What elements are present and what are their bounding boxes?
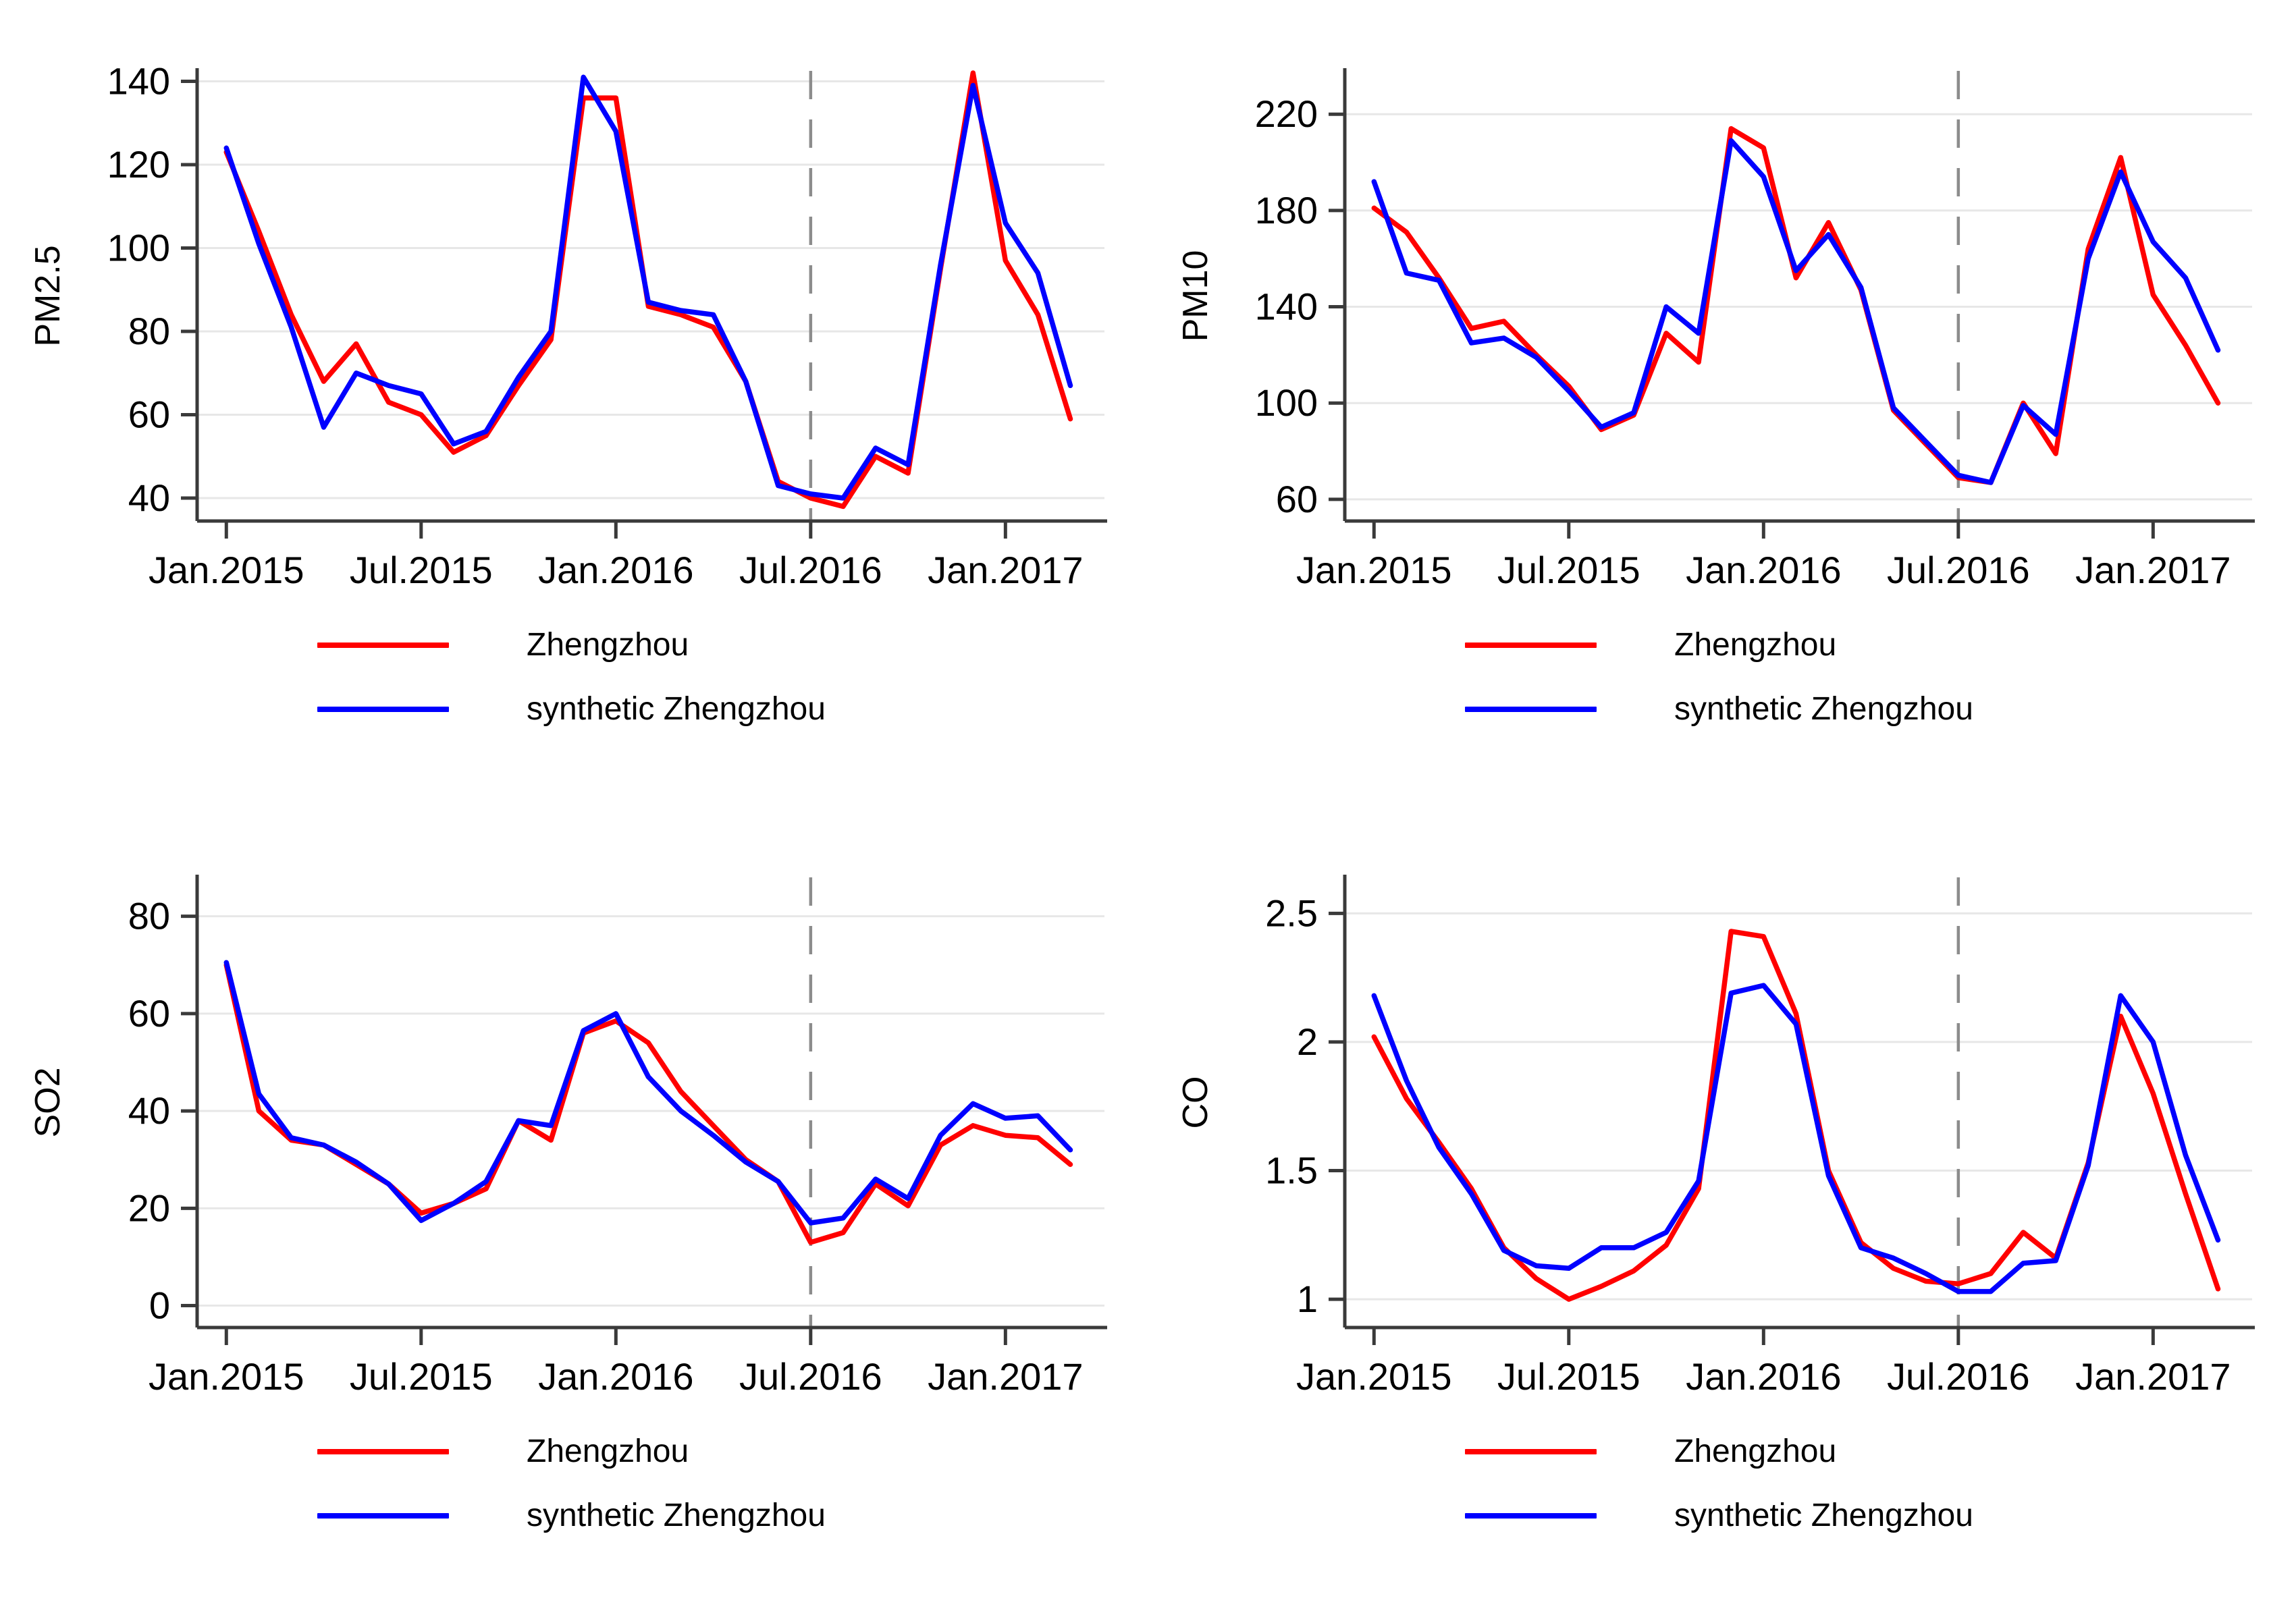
pm25-synthetic-zhengzhou-line xyxy=(223,74,1073,501)
legend-item-zhengzhou: Zhengzhou xyxy=(1465,627,1978,663)
legend-item-zhengzhou: Zhengzhou xyxy=(1465,1433,1978,1470)
so2-x-tick-label-Jul.2015: Jul.2015 xyxy=(350,1355,493,1398)
co-x-tick-label-Jul.2015: Jul.2015 xyxy=(1497,1355,1640,1398)
legend-label-synthetic-zhengzhou: synthetic Zhengzhou xyxy=(527,690,826,727)
legend-label-zhengzhou: Zhengzhou xyxy=(527,627,689,663)
legend-item-zhengzhou: Zhengzhou xyxy=(317,1433,830,1470)
legend-item-synthetic-zhengzhou: synthetic Zhengzhou xyxy=(1465,1498,1978,1534)
co-legend: Zhengzhou synthetic Zhengzhou xyxy=(1148,1433,2295,1534)
co-y-tick-label-2.5: 2.5 xyxy=(1265,892,1318,934)
so2-y-tick-label-40: 40 xyxy=(128,1089,170,1132)
pm25-chart: 40 60 80 100 120 140 Jan.2015 Jul.2015 Jan.2016 J… xyxy=(28,59,1107,591)
co-x-tick-label-Jul.2016: Jul.2016 xyxy=(1887,1355,2030,1398)
pm25-x-tick-label-Jul.2015: Jul.2015 xyxy=(350,549,493,591)
pm10-x-tick-label-Jan.2017: Jan.2017 xyxy=(2075,549,2231,591)
legend-item-zhengzhou: Zhengzhou xyxy=(317,627,830,663)
pm25-x-tick-label-Jan.2017: Jan.2017 xyxy=(928,549,1083,591)
pm10-y-tick-label-180: 180 xyxy=(1255,189,1318,231)
co-synthetic-zhengzhou-line xyxy=(1371,983,2221,1294)
pm10-y-tick-label-100: 100 xyxy=(1255,381,1318,424)
pm10-y-tick-label-140: 140 xyxy=(1255,285,1318,328)
legend-label-zhengzhou: Zhengzhou xyxy=(527,1433,689,1469)
legend-label-synthetic-zhengzhou: synthetic Zhengzhou xyxy=(1674,1497,1973,1533)
legend-label-zhengzhou: Zhengzhou xyxy=(1674,1433,1837,1469)
legend-label-synthetic-zhengzhou: synthetic Zhengzhou xyxy=(1674,690,1973,727)
pm10-y-tick-label-220: 220 xyxy=(1255,92,1318,135)
panel-pm10: 60 100 140 180 220 Jan.2015 Jul.2015 Jan.2016 Ju… xyxy=(1148,0,2295,806)
so2-zhengzhou-line xyxy=(223,962,1073,1245)
so2-chart: 0 20 40 60 80 Jan.2015 Jul.2015 Jan.2016 Jul.201… xyxy=(28,875,1107,1398)
pm10-x-tick-label-Jul.2016: Jul.2016 xyxy=(1887,549,2030,591)
so2-ylabel: SO2 xyxy=(28,1067,68,1137)
so2-x-tick-label-Jan.2015: Jan.2015 xyxy=(149,1355,304,1398)
pm10-x-tick-label-Jan.2016: Jan.2016 xyxy=(1686,549,1841,591)
pm10-chart: 60 100 140 180 220 Jan.2015 Jul.2015 Jan.2016 Ju… xyxy=(1176,68,2255,591)
pm25-x-tick-label-Jul.2016: Jul.2016 xyxy=(739,549,882,591)
so2-x-tick-label-Jan.2017: Jan.2017 xyxy=(928,1355,1083,1398)
synthetic-zhengzhou-line-swatch xyxy=(317,707,449,713)
co-x-tick-label-Jan.2015: Jan.2015 xyxy=(1296,1355,1451,1398)
zhengzhou-line-swatch xyxy=(317,1449,449,1455)
zhengzhou-line-swatch xyxy=(317,643,449,649)
legend-item-synthetic-zhengzhou: synthetic Zhengzhou xyxy=(1465,690,1978,728)
panel-so2: 0 20 40 60 80 Jan.2015 Jul.2015 Jan.2016 Jul.201… xyxy=(0,806,1148,1613)
panel-pm25: 40 60 80 100 120 140 Jan.2015 Jul.2015 Jan.2016 J… xyxy=(0,0,1148,806)
so2-y-tick-label-20: 20 xyxy=(128,1186,170,1229)
pm25-legend: Zhengzhou synthetic Zhengzhou xyxy=(0,627,1148,728)
so2-x-tick-label-Jul.2016: Jul.2016 xyxy=(739,1355,882,1398)
pm10-legend: Zhengzhou synthetic Zhengzhou xyxy=(1148,627,2295,728)
legend-label-synthetic-zhengzhou: synthetic Zhengzhou xyxy=(527,1497,826,1533)
so2-y-tick-label-60: 60 xyxy=(128,992,170,1035)
co-ylabel: CO xyxy=(1176,1076,1215,1129)
pm25-y-tick-label-60: 60 xyxy=(128,393,170,436)
zhengzhou-line-swatch xyxy=(1465,1449,1597,1455)
co-chart: 1 1.5 2 2.5 Jan.2015 Jul.2015 Jan.2016 Jul.2016… xyxy=(1176,875,2255,1398)
panel-co: 1 1.5 2 2.5 Jan.2015 Jul.2015 Jan.2016 Jul.2016… xyxy=(1148,806,2295,1613)
pm25-ylabel: PM2.5 xyxy=(28,245,68,346)
legend-label-zhengzhou: Zhengzhou xyxy=(1674,627,1837,663)
co-x-tick-label-Jan.2017: Jan.2017 xyxy=(2075,1355,2231,1398)
synthetic-zhengzhou-line-swatch xyxy=(1465,1513,1597,1519)
pm25-y-tick-label-80: 80 xyxy=(128,310,170,352)
pm25-y-tick-label-40: 40 xyxy=(128,476,170,519)
so2-y-tick-label-0: 0 xyxy=(149,1284,170,1327)
pm25-y-tick-label-120: 120 xyxy=(107,143,170,186)
so2-y-tick-label-80: 80 xyxy=(128,895,170,937)
co-y-tick-label-1.5: 1.5 xyxy=(1265,1149,1318,1192)
pm25-y-tick-label-140: 140 xyxy=(107,59,170,102)
legend-item-synthetic-zhengzhou: synthetic Zhengzhou xyxy=(317,690,830,728)
pm10-synthetic-zhengzhou-line xyxy=(1371,138,2221,485)
pm10-ylabel: PM10 xyxy=(1176,250,1215,342)
pm10-y-tick-label-60: 60 xyxy=(1276,478,1318,520)
legend-item-synthetic-zhengzhou: synthetic Zhengzhou xyxy=(317,1498,830,1534)
pm25-x-tick-label-Jan.2015: Jan.2015 xyxy=(149,549,304,591)
zhengzhou-line-swatch xyxy=(1465,643,1597,649)
so2-legend: Zhengzhou synthetic Zhengzhou xyxy=(0,1433,1148,1534)
pm10-x-tick-label-Jul.2015: Jul.2015 xyxy=(1497,549,1640,591)
so2-synthetic-zhengzhou-line xyxy=(223,960,1073,1226)
synthetic-zhengzhou-line-swatch xyxy=(317,1513,449,1519)
pm10-x-tick-label-Jan.2015: Jan.2015 xyxy=(1296,549,1451,591)
pm25-y-tick-label-100: 100 xyxy=(107,226,170,269)
co-x-tick-label-Jan.2016: Jan.2016 xyxy=(1686,1355,1841,1398)
pm10-zhengzhou-line xyxy=(1371,126,2221,485)
so2-x-tick-label-Jan.2016: Jan.2016 xyxy=(538,1355,693,1398)
co-y-tick-label-2: 2 xyxy=(1297,1020,1318,1063)
co-y-tick-label-1: 1 xyxy=(1297,1278,1318,1320)
pm25-x-tick-label-Jan.2016: Jan.2016 xyxy=(538,549,693,591)
synthetic-zhengzhou-line-swatch xyxy=(1465,707,1597,713)
